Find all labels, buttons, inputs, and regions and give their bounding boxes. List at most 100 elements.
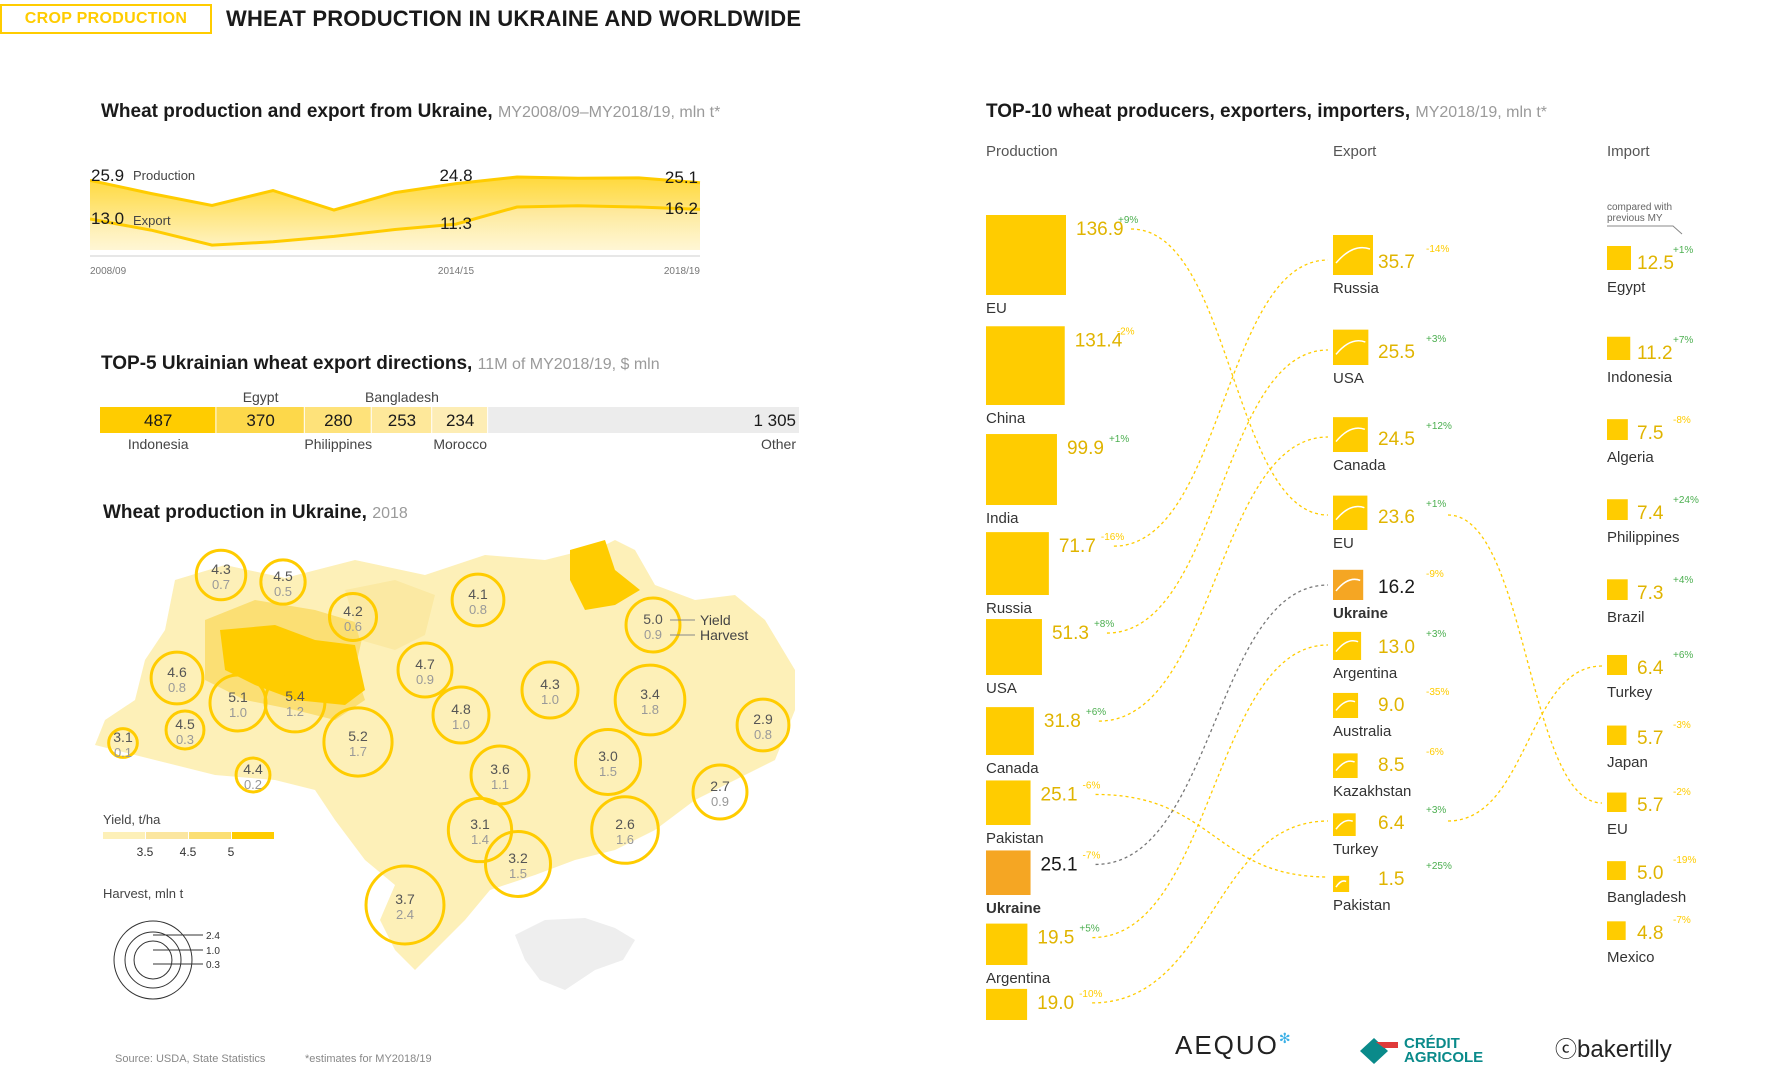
region-harvest: 1.5 [599,764,617,779]
production-value: 25.1 [1041,854,1078,875]
credit-agricole-line1: CRÉDIT [1404,1035,1460,1052]
export-square [1333,417,1368,452]
export-wave-icon [1335,700,1356,711]
export-change: +3% [1426,334,1446,345]
harvest-bubble [164,709,206,751]
production-country: India [986,510,1019,527]
region-yield: 3.4 [640,686,660,702]
region-harvest: 1.2 [286,704,304,719]
region-harvest: 1.8 [641,702,659,717]
production-square [986,215,1066,295]
export-wave-icon [1335,640,1359,653]
region-harvest: 0.9 [416,672,434,687]
harvest-bubble [364,864,446,946]
area-value-label: 13.0 [91,209,124,228]
production-export-connector [1106,349,1329,634]
import-country: EU [1607,821,1628,838]
import-change: +1% [1673,245,1693,256]
harvest-bubble [735,697,791,753]
area-value-label: 25.1 [665,168,698,187]
direction-country: Indonesia [128,436,189,452]
import-change: +24% [1673,495,1699,506]
production-square [986,707,1034,755]
export-country: Argentina [1333,665,1398,682]
harvest-bubble [259,558,307,606]
legend-export: Export [133,213,171,228]
region-yield: 4.6 [167,664,187,680]
export-country: Canada [1333,457,1386,474]
import-change: +6% [1673,650,1693,661]
region-yield: 4.1 [468,586,488,602]
import-change: -19% [1673,855,1696,866]
export-country: Kazakhstan [1333,783,1411,800]
export-change: +3% [1426,805,1446,816]
estimate-note: *estimates for MY2018/19 [305,1053,432,1065]
production-value: 136.9 [1076,219,1124,240]
harvest-legend-circle [113,920,193,1000]
bakertilly-swirl-icon: ⓒ [1555,1037,1578,1062]
export-wave-icon [1335,340,1366,355]
top10-title-text: TOP-10 wheat producers, exporters, impor… [986,101,1411,122]
region-yield: 4.3 [540,676,560,692]
production-country: USA [986,680,1017,697]
export-square [1333,495,1368,530]
aequo-logo-text: AEQUO [1175,1030,1279,1060]
import-square [1607,725,1627,745]
production-square [986,780,1031,825]
import-country: Mexico [1607,949,1655,966]
direction-value: 280 [324,411,352,430]
production-value: 131.4 [1075,330,1123,351]
production-export-subtitle: MY2008/09–MY2018/19, mln t* [497,104,721,121]
callout-yield: Yield [700,612,731,628]
region-harvest: 0.8 [469,602,487,617]
direction-bar [100,407,216,433]
export-square [1333,875,1350,892]
region-yield: 4.8 [451,701,471,717]
export-value: 25.5 [1378,342,1415,363]
export-country: Australia [1333,723,1392,740]
region-yield: 5.2 [348,728,368,744]
export-change: +3% [1426,629,1446,640]
production-value: 71.7 [1059,536,1096,557]
harvest-legend-value: 0.3 [206,960,220,971]
region-harvest: 1.5 [509,866,527,881]
production-value: 25.1 [1041,784,1078,805]
import-country: Bangladesh [1607,889,1686,906]
region-yield: 5.0 [643,611,663,627]
production-country: Canada [986,760,1039,777]
import-square [1607,654,1628,675]
region-harvest: 0.6 [344,619,362,634]
ukraine-map-subtitle: 2018 [372,505,408,522]
export-import-connector [1447,514,1603,804]
section-tag: CROP PRODUCTION [0,4,212,34]
production-square [986,326,1065,405]
region-yield: 5.1 [228,689,248,705]
production-export-title: Wheat production and export from Ukraine… [101,101,720,123]
production-square [986,923,1028,965]
export-value: 8.5 [1378,755,1404,776]
production-export-connector [1130,228,1329,516]
direction-bar [304,407,371,433]
production-value: 51.3 [1052,623,1089,644]
export-directions-chart: 487 Indonesia 370 Egypt 280 Philippines 253 Ban… [100,389,799,452]
import-square [1607,579,1628,600]
harvest-bubble [613,663,687,737]
region-yield: 4.5 [273,568,293,584]
export-country: USA [1333,370,1364,387]
export-square [1333,813,1356,836]
callout-harvest: Harvest [700,627,748,643]
column-header: Import [1607,143,1650,160]
export-value: 16.2 [1378,577,1415,598]
aequo-star-icon: ✻ [1278,1030,1293,1046]
export-country: Ukraine [1333,605,1388,622]
export-directions-title-text: TOP-5 Ukrainian wheat export directions, [101,353,473,374]
region-yield: 3.2 [508,850,528,866]
region-harvest: 1.0 [541,692,559,707]
export-directions-subtitle: 11M of MY2018/19, $ mln [477,356,660,373]
import-value: 4.8 [1637,923,1663,944]
harvest-bubble [322,706,394,778]
region-yield: 2.6 [615,816,635,832]
import-change: -3% [1673,720,1691,731]
region-yield: 4.4 [243,761,263,777]
export-square [1333,753,1358,778]
